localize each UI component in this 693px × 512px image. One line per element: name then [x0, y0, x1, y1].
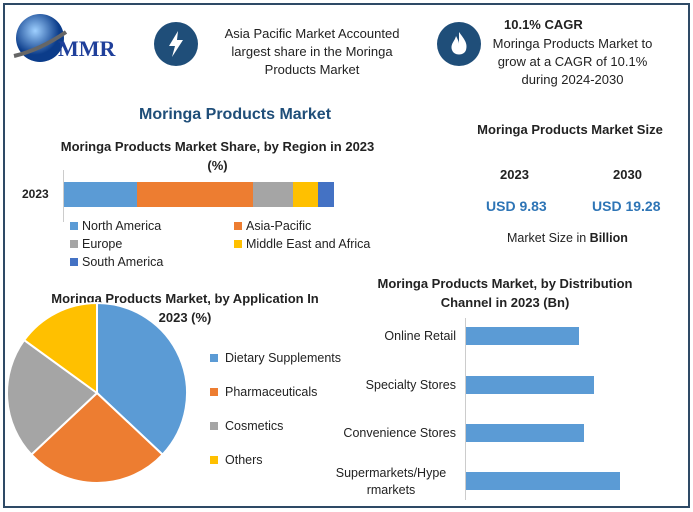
region-segment-asia-pacific: [136, 182, 253, 207]
main-title: Moringa Products Market: [138, 106, 332, 123]
legend-swatch: [234, 240, 242, 248]
globe-icon: [13, 14, 68, 62]
legend-label: Pharmaceuticals: [225, 385, 318, 399]
size-year-2030: 2030: [613, 167, 642, 182]
application-pie: [6, 301, 188, 484]
frame: [3, 3, 690, 508]
region-stacked-bar: [64, 182, 334, 207]
legend-item: Asia-Pacific: [234, 219, 311, 233]
legend-item: Middle East and Africa: [234, 237, 370, 251]
size-note: Market Size in Billion: [507, 231, 628, 245]
cagr-title: 10.1% CAGR: [504, 17, 583, 32]
legend-swatch: [210, 422, 218, 430]
legend-swatch: [234, 222, 242, 230]
distribution-label: Convenience Stores: [343, 426, 456, 440]
pie-slice-cosmetics: [6, 338, 99, 457]
region-segment-europe: [252, 182, 294, 207]
legend-item: South America: [70, 255, 163, 269]
legend-swatch: [70, 258, 78, 266]
logo-text: MMR: [58, 36, 116, 61]
legend-item: Cosmetics: [210, 419, 283, 433]
size-year-2023: 2023: [500, 167, 529, 182]
cagr-text: Moringa Products Market to grow at a CAG…: [492, 36, 653, 87]
legend-swatch: [210, 456, 218, 464]
distribution-bar: [466, 327, 579, 345]
region-chart-title: Moringa Products Market Share, by Region…: [60, 139, 375, 173]
legend-item: Pharmaceuticals: [210, 385, 317, 399]
size-value-2023: USD 9.83: [486, 198, 547, 214]
pie-slice-pharmaceuticals: [29, 391, 165, 484]
legend-label: Dietary Supplements: [225, 351, 342, 365]
legend-label: South America: [82, 255, 164, 269]
legend-item: North America: [70, 219, 161, 233]
region-segment-middle-east-and-africa: [293, 182, 318, 207]
distribution-label: Supermarkets/Hype rmarkets: [335, 466, 447, 497]
legend-label: North America: [82, 219, 162, 233]
pie-slice-others: [22, 301, 98, 395]
region-segment-south-america: [317, 182, 334, 207]
legend-label: Middle East and Africa: [246, 237, 371, 251]
legend-label: Asia-Pacific: [246, 219, 312, 233]
legend-label: Others: [225, 453, 263, 467]
size-value-2030: USD 19.28: [592, 198, 661, 214]
region-axis: [63, 170, 64, 222]
size-title: Moringa Products Market Size: [477, 122, 663, 137]
distribution-axis: [465, 318, 466, 500]
legend-swatch: [70, 222, 78, 230]
legend-label: Cosmetics: [225, 419, 284, 433]
size-note-prefix: Market Size in: [507, 231, 590, 245]
highlight-text: Asia Pacific Market Accounted largest sh…: [224, 26, 400, 77]
distribution-bar: [466, 472, 620, 490]
distribution-bar: [466, 376, 595, 394]
region-year-label: 2023: [22, 187, 49, 201]
application-chart-title: Moringa Products Market, by Application …: [51, 291, 319, 325]
legend-label: Europe: [82, 237, 123, 251]
mmr-logo: MMR: [10, 10, 140, 70]
distribution-bar: [466, 424, 585, 442]
flame-icon: [437, 22, 481, 66]
lightning-icon: [154, 22, 198, 66]
legend-item: Europe: [70, 237, 122, 251]
region-segment-north-america: [64, 182, 137, 207]
legend-item: Dietary Supplements: [210, 351, 341, 365]
pie-slice-dietary-supplements: [96, 301, 188, 457]
legend-swatch: [210, 354, 218, 362]
distribution-label: Specialty Stores: [365, 378, 456, 392]
distribution-label: Online Retail: [384, 329, 456, 343]
size-note-unit: Billion: [589, 231, 628, 245]
legend-item: Others: [210, 453, 263, 467]
legend-swatch: [210, 388, 218, 396]
legend-swatch: [70, 240, 78, 248]
distribution-chart-title: Moringa Products Market, by Distribution…: [377, 276, 633, 310]
